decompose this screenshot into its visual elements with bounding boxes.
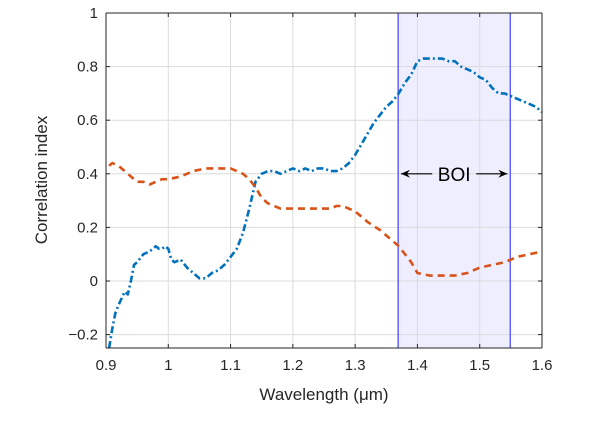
x-tick-labels: 0.9 1 1.1 1.2 1.3 1.4 1.5 1.6	[96, 357, 553, 374]
axes-box	[105, 12, 543, 349]
y-tick-label: 0.2	[77, 219, 98, 236]
series-line-1	[108, 161, 543, 277]
boi-label: BOI	[438, 165, 471, 186]
x-tick-label: 1.4	[407, 357, 428, 374]
x-tick-label: 1	[164, 357, 172, 374]
x-tick-label: 1.1	[220, 357, 241, 374]
y-tick-label: 0.8	[77, 59, 98, 76]
boi-band-edges	[397, 13, 511, 348]
y-axis-label: Correlation index	[32, 115, 51, 244]
x-tick-label: 1.2	[282, 357, 303, 374]
boi-band	[398, 13, 511, 348]
y-tick-label: 0	[90, 273, 98, 290]
y-tick-label: 1	[90, 5, 98, 22]
data-series	[107, 57, 543, 349]
y-tick-label: 0.4	[77, 166, 98, 183]
x-tick-label: 1.3	[345, 357, 366, 374]
x-axis-label: Wavelength (μm)	[259, 385, 388, 404]
boi-annotation: BOI	[400, 165, 508, 186]
y-tick-labels: −0.2 0 0.2 0.4 0.6 0.8 1	[68, 5, 98, 344]
x-tick-label: 1.6	[532, 357, 553, 374]
y-tick-label: 0.6	[77, 112, 98, 129]
x-tick-label: 1.5	[469, 357, 490, 374]
x-tick-label: 0.9	[96, 357, 117, 374]
series-line-0	[107, 57, 543, 349]
y-tick-label: −0.2	[68, 327, 98, 344]
